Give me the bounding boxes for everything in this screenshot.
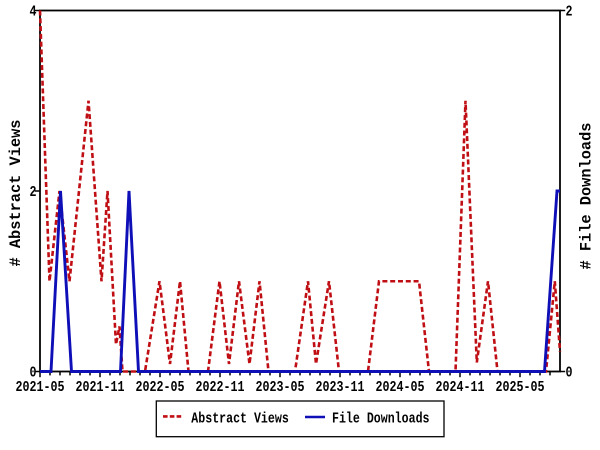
svg-text:2: 2 — [30, 184, 37, 201]
svg-text:# Abstract Views: # Abstract Views — [7, 120, 25, 267]
svg-text:2025-05: 2025-05 — [496, 379, 545, 396]
svg-text:2021-05: 2021-05 — [16, 379, 65, 396]
svg-text:0: 0 — [566, 364, 573, 381]
svg-text:4: 4 — [30, 3, 37, 20]
svg-text:0: 0 — [30, 364, 37, 381]
svg-text:2024-05: 2024-05 — [376, 379, 425, 396]
svg-text:2024-11: 2024-11 — [436, 379, 485, 396]
svg-text:2022-05: 2022-05 — [136, 379, 185, 396]
svg-text:2023-05: 2023-05 — [256, 379, 305, 396]
svg-text:2023-11: 2023-11 — [316, 379, 365, 396]
svg-text:2: 2 — [566, 3, 573, 20]
svg-text:File Downloads: File Downloads — [332, 411, 430, 428]
svg-text:Abstract Views: Abstract Views — [191, 411, 288, 428]
svg-text:2022-11: 2022-11 — [196, 379, 245, 396]
svg-text:2021-11: 2021-11 — [76, 379, 125, 396]
svg-text:# File Downloads: # File Downloads — [577, 123, 595, 270]
